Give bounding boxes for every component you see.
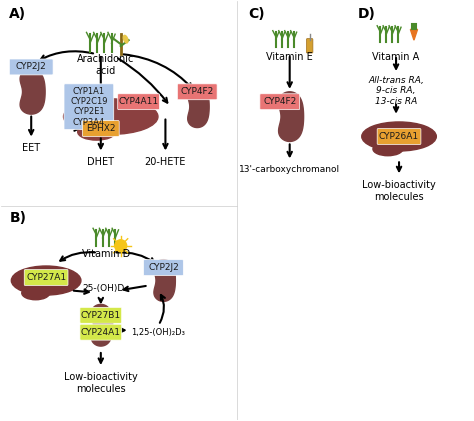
FancyBboxPatch shape: [144, 260, 183, 276]
Text: B): B): [9, 211, 27, 225]
Text: 13'-carboxychromanol: 13'-carboxychromanol: [239, 165, 340, 174]
Text: D): D): [357, 7, 375, 21]
Text: Arachidonic
acid: Arachidonic acid: [77, 54, 135, 76]
Ellipse shape: [11, 266, 81, 295]
Text: CYP2J2: CYP2J2: [16, 62, 46, 72]
Ellipse shape: [362, 122, 437, 151]
FancyBboxPatch shape: [80, 324, 122, 340]
Circle shape: [115, 240, 127, 252]
Text: Low-bioactivity
molecules: Low-bioactivity molecules: [64, 372, 137, 394]
Polygon shape: [410, 29, 418, 40]
Text: A): A): [9, 7, 27, 21]
Polygon shape: [154, 260, 175, 301]
FancyBboxPatch shape: [64, 84, 114, 130]
FancyBboxPatch shape: [82, 120, 119, 136]
FancyBboxPatch shape: [24, 269, 68, 285]
Text: CYP1A1
CYP2C19
CYP2E1
CYP3A4: CYP1A1 CYP2C19 CYP2E1 CYP3A4: [70, 87, 108, 127]
Text: Vitamin E: Vitamin E: [266, 52, 313, 62]
Text: EET: EET: [22, 144, 40, 153]
Text: CYP27A1: CYP27A1: [26, 273, 66, 282]
Text: CYP2J2: CYP2J2: [148, 263, 179, 272]
Ellipse shape: [123, 35, 128, 43]
Text: 20-HETE: 20-HETE: [145, 157, 186, 168]
FancyBboxPatch shape: [118, 94, 159, 109]
Text: CYP4F2: CYP4F2: [263, 97, 296, 106]
FancyBboxPatch shape: [177, 84, 217, 100]
Text: CYP27B1: CYP27B1: [81, 311, 121, 320]
Polygon shape: [188, 86, 209, 128]
FancyBboxPatch shape: [377, 128, 421, 144]
Text: C): C): [248, 7, 264, 21]
Ellipse shape: [78, 124, 116, 140]
Text: EPHX2: EPHX2: [86, 124, 116, 133]
Polygon shape: [279, 92, 304, 141]
Text: CYP4F2: CYP4F2: [181, 87, 214, 96]
Text: DHET: DHET: [87, 157, 114, 168]
Text: CYP24A1: CYP24A1: [81, 328, 121, 337]
Text: CYP4A11: CYP4A11: [118, 97, 159, 106]
Polygon shape: [91, 304, 113, 346]
Text: All-​trans RA,
9-​cis RA,
13-​cis RA: All-​trans RA, 9-​cis RA, 13-​cis RA: [368, 76, 424, 106]
Text: Vitamin D: Vitamin D: [82, 249, 130, 259]
Ellipse shape: [64, 99, 158, 134]
Text: Vitamin A: Vitamin A: [373, 52, 419, 62]
Polygon shape: [20, 69, 45, 114]
FancyBboxPatch shape: [306, 39, 313, 53]
FancyBboxPatch shape: [260, 94, 300, 109]
Text: 1,25-(OH)₂D₃: 1,25-(OH)₂D₃: [131, 328, 184, 337]
FancyBboxPatch shape: [80, 307, 122, 323]
Ellipse shape: [373, 142, 403, 156]
Text: 25-(OH)D₃: 25-(OH)D₃: [83, 284, 129, 293]
FancyBboxPatch shape: [9, 59, 53, 75]
Text: CYP26A1: CYP26A1: [379, 132, 419, 141]
Ellipse shape: [22, 286, 50, 300]
Text: Low-bioactivity
molecules: Low-bioactivity molecules: [362, 180, 436, 202]
